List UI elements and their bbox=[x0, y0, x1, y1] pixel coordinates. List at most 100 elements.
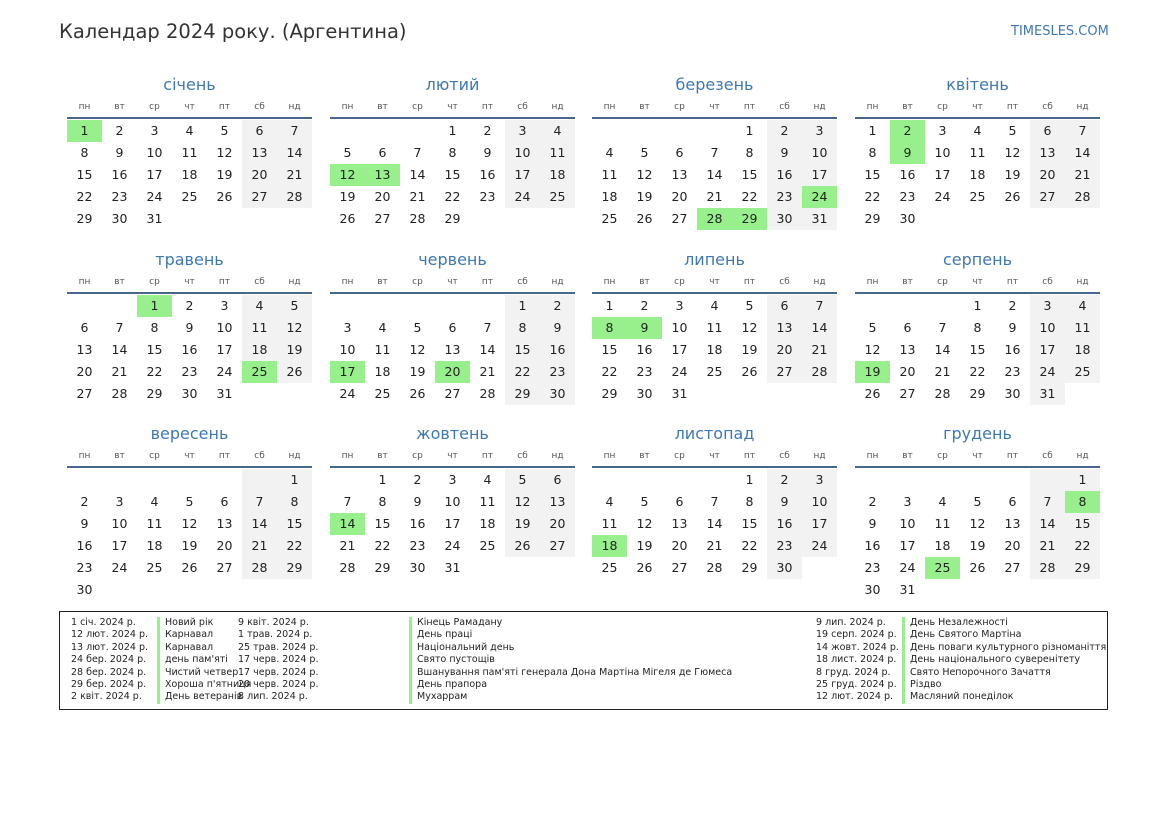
day-cell: 18 bbox=[540, 164, 575, 186]
day-cell: 23 bbox=[181, 364, 198, 379]
day-cell: 16 bbox=[76, 538, 93, 553]
day-cell: 17 bbox=[899, 538, 916, 553]
day-cell: 12 bbox=[636, 167, 653, 182]
month-block: червень пн вт ср чт пт сб нд 1 2 3 4 5 6 7 8 9 10 11 12 13 14… bbox=[330, 248, 575, 405]
day-cell: 3 bbox=[903, 494, 912, 509]
day-cell: 7 bbox=[938, 320, 947, 335]
day-cell: 11 bbox=[540, 142, 575, 164]
month-block: лютий пн вт ср чт пт сб нд 1 2 3 4 5 6 7 8 9 10 11 12 13 14 15… bbox=[330, 73, 575, 230]
weekday-label: нд bbox=[551, 451, 564, 461]
day-cell: 12 bbox=[409, 342, 426, 357]
weekday-label: пн bbox=[78, 102, 91, 112]
weekday-label: нд bbox=[813, 451, 826, 461]
day-cell: 26 bbox=[1004, 189, 1021, 204]
day-cell: 7 bbox=[710, 145, 719, 160]
holiday-date: 19 серп. 2024 р. bbox=[816, 629, 897, 641]
weekday-label: нд bbox=[288, 451, 301, 461]
day-cell: 2 bbox=[640, 298, 649, 313]
holiday-date: 9 лип. 2024 р. bbox=[816, 617, 886, 628]
day-cell: 23 bbox=[1004, 364, 1021, 379]
day-cell: 15 bbox=[601, 342, 618, 357]
day-cell: 20 bbox=[540, 513, 575, 535]
weekday-header: пн вт ср чт пт сб нд bbox=[855, 446, 1100, 468]
weekday-label: чт bbox=[972, 451, 983, 461]
day-cell-holiday: 13 bbox=[365, 164, 400, 186]
day-empty bbox=[330, 120, 365, 142]
day-empty bbox=[365, 120, 400, 142]
day-cell: 19 bbox=[636, 538, 653, 553]
weekday-label: чт bbox=[972, 277, 983, 287]
day-cell: 25 bbox=[969, 189, 986, 204]
day-cell: 28 bbox=[409, 211, 426, 226]
day-cell: 15 bbox=[969, 342, 986, 357]
day-cell: 28 bbox=[111, 386, 128, 401]
day-cell: 13 bbox=[1004, 516, 1021, 531]
day-cell: 6 bbox=[448, 320, 457, 335]
day-cell: 11 bbox=[934, 516, 951, 531]
day-cell: 28 bbox=[1030, 557, 1065, 579]
day-empty bbox=[400, 295, 435, 317]
day-cell: 28 bbox=[277, 186, 312, 208]
weekday-label: вт bbox=[377, 451, 388, 461]
weekday-label: чт bbox=[972, 102, 983, 112]
day-cell: 6 bbox=[767, 295, 802, 317]
month-block: грудень пн вт ср чт пт сб нд 1 2 3 4 5 6 7 8 9 10 11 12 13 14… bbox=[855, 422, 1100, 601]
day-cell: 27 bbox=[242, 186, 277, 208]
site-link[interactable]: TIMESLES.COM bbox=[1011, 24, 1109, 39]
day-cell: 27 bbox=[767, 361, 802, 383]
day-cell: 22 bbox=[277, 535, 312, 557]
holiday-name: Свято пустощів bbox=[409, 654, 495, 667]
day-cell: 27 bbox=[1004, 560, 1021, 575]
day-cell: 31 bbox=[899, 582, 916, 597]
day-empty bbox=[67, 469, 102, 491]
weekday-label: вт bbox=[114, 277, 125, 287]
day-cell: 13 bbox=[671, 167, 688, 182]
day-empty bbox=[890, 295, 925, 317]
day-cell: 24 bbox=[934, 189, 951, 204]
day-cell-holiday: 8 bbox=[1065, 491, 1100, 513]
weekday-header: пн вт ср чт пт сб нд bbox=[67, 446, 312, 468]
weekday-header: пн вт ср чт пт сб нд bbox=[592, 97, 837, 119]
day-cell-holiday: 2 bbox=[890, 120, 925, 142]
day-cell: 16 bbox=[479, 167, 496, 182]
day-cell: 14 bbox=[1030, 513, 1065, 535]
weekday-label: пт bbox=[218, 102, 231, 112]
holiday-name: День праці bbox=[409, 629, 472, 642]
day-cell: 13 bbox=[444, 342, 461, 357]
day-cell-holiday: 1 bbox=[137, 295, 172, 317]
day-cell: 22 bbox=[505, 361, 540, 383]
day-grid: 1 2 3 4 5 6 7 8 9 10 11 12 13 14 15 16 17 18 19 20 21 22 23 24 2… bbox=[592, 120, 837, 230]
weekday-label: сб bbox=[1042, 102, 1053, 112]
weekday-label: чт bbox=[709, 277, 720, 287]
day-cell: 24 bbox=[1030, 361, 1065, 383]
weekday-label: чт bbox=[447, 277, 458, 287]
day-cell: 21 bbox=[706, 538, 723, 553]
day-cell: 6 bbox=[378, 145, 387, 160]
day-cell: 17 bbox=[505, 164, 540, 186]
holiday-name: День Святого Мартіна bbox=[902, 629, 1021, 642]
weekday-label: ср bbox=[412, 451, 423, 461]
day-cell: 17 bbox=[1030, 339, 1065, 361]
day-cell: 25 bbox=[181, 189, 198, 204]
day-cell: 8 bbox=[277, 491, 312, 513]
holiday-name: День національного суверенітету bbox=[902, 654, 1080, 667]
day-cell: 21 bbox=[934, 364, 951, 379]
day-cell: 2 bbox=[115, 123, 124, 138]
month-block: липень пн вт ср чт пт сб нд 1 2 3 4 5 6 7 8 9 10 11 12 13 14 1… bbox=[592, 248, 837, 405]
day-cell: 23 bbox=[540, 361, 575, 383]
day-cell: 1 bbox=[505, 295, 540, 317]
weekday-label: ср bbox=[149, 277, 160, 287]
weekday-label: пн bbox=[341, 102, 354, 112]
day-empty bbox=[102, 469, 137, 491]
day-cell: 18 bbox=[146, 538, 163, 553]
weekday-label: нд bbox=[288, 277, 301, 287]
day-empty bbox=[400, 120, 435, 142]
day-cell: 22 bbox=[76, 189, 93, 204]
day-cell: 22 bbox=[374, 538, 391, 553]
weekday-label: ср bbox=[674, 277, 685, 287]
day-cell: 5 bbox=[640, 494, 649, 509]
day-grid: 1 2 3 4 5 6 7 8 9 10 11 12 13 14 15 16 17 18 19 20 21 22 23 24 2… bbox=[592, 295, 837, 405]
day-grid: 1 2 3 4 5 6 7 8 9 10 11 12 13 14 15 16 17 18 19 20 21 22 23 24 2… bbox=[67, 469, 312, 601]
weekday-label: ср bbox=[149, 102, 160, 112]
holiday-date: 25 груд. 2024 р. bbox=[816, 678, 897, 690]
